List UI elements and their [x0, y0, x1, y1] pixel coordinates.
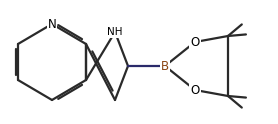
Text: O: O — [190, 83, 200, 96]
Text: B: B — [161, 60, 169, 73]
Text: O: O — [190, 35, 200, 48]
Text: NH: NH — [107, 27, 123, 37]
Text: N: N — [48, 17, 56, 31]
